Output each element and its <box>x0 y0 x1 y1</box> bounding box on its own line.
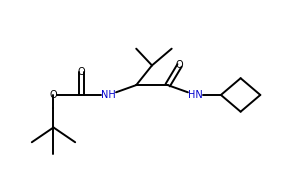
Text: HN: HN <box>188 90 203 100</box>
Text: O: O <box>176 60 183 70</box>
Text: O: O <box>77 67 85 77</box>
Text: O: O <box>50 90 57 100</box>
Text: NH: NH <box>101 90 116 100</box>
